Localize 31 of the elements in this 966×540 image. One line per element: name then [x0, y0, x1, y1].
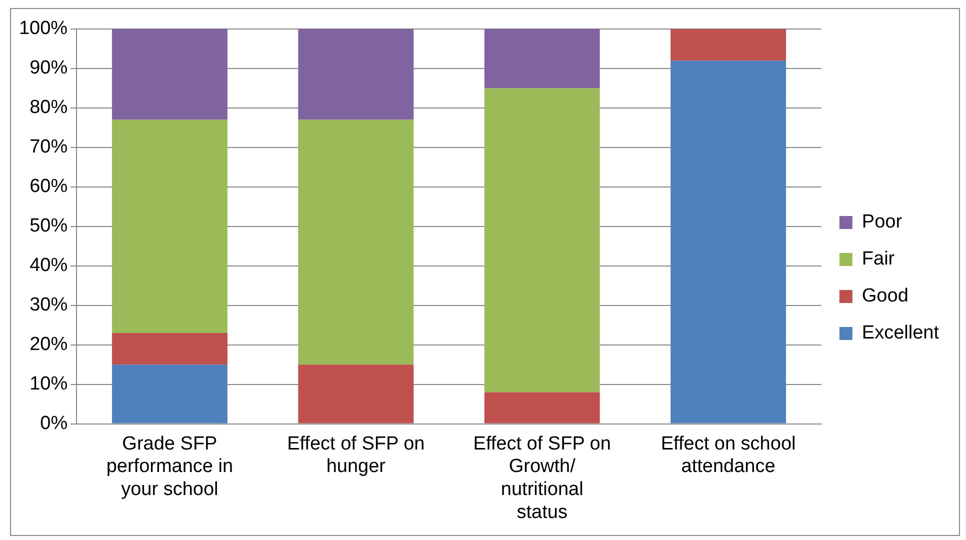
y-tick-label: 10%: [30, 374, 68, 395]
y-tick-label: 60%: [30, 176, 68, 198]
legend-label: Fair: [862, 248, 896, 270]
x-tick-label: Effect of SFP on Growth/ nutritional status: [473, 433, 611, 523]
bar: [112, 29, 228, 120]
legend-label: Excellent: [862, 322, 940, 344]
y-tick-label: 30%: [30, 294, 68, 316]
bar: [484, 88, 600, 392]
bar: [298, 364, 414, 424]
legend-label: Poor: [862, 212, 903, 233]
y-tick-label: 20%: [30, 334, 68, 356]
bar: [298, 29, 414, 120]
bar: [112, 332, 228, 365]
x-tick-label: Effect of SFP on hunger: [287, 433, 425, 478]
y-tick-label: 40%: [30, 255, 68, 276]
legend-label: Good: [862, 286, 908, 307]
y-tick-label: 0%: [40, 413, 68, 434]
bar: [112, 120, 228, 333]
bar: [484, 29, 600, 88]
bar: [670, 29, 786, 61]
y-tick-label: 90%: [30, 58, 68, 79]
bar: [484, 392, 600, 424]
bar: [112, 364, 228, 424]
x-tick-label: Grade SFP performance in your school: [106, 433, 234, 500]
y-tick-label: 70%: [30, 136, 68, 158]
bar: [670, 60, 786, 424]
bar: [298, 120, 414, 365]
y-tick-label: 100%: [18, 18, 68, 40]
y-tick-label: 80%: [30, 97, 68, 118]
x-tick-label: Effect on school attendance: [660, 433, 796, 478]
y-tick-label: 50%: [30, 216, 68, 237]
